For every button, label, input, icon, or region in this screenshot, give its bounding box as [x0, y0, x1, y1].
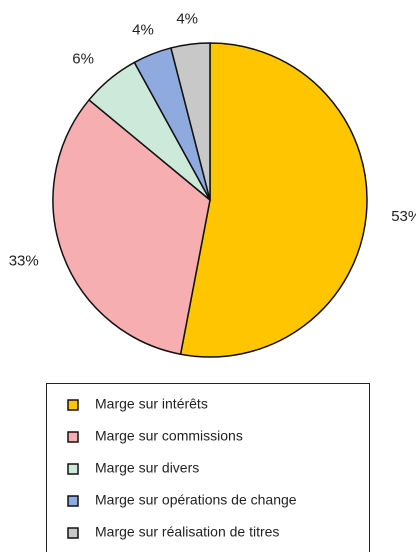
legend-label: Marge sur intérêts	[95, 396, 208, 412]
legend-label: Marge sur réalisation de titres	[95, 524, 279, 540]
legend-swatch	[67, 399, 79, 411]
data-label: 4%	[132, 22, 154, 39]
pie-slice	[170, 42, 211, 201]
legend-swatch	[67, 431, 79, 443]
data-label: 53%	[391, 208, 416, 225]
data-label: 6%	[72, 51, 94, 68]
data-label: 33%	[9, 253, 39, 270]
legend-swatch	[67, 527, 79, 539]
data-label: 4%	[176, 10, 198, 27]
legend-label: Marge sur opérations de change	[95, 492, 297, 508]
pie-slice	[52, 99, 211, 355]
legend-swatch	[67, 463, 79, 475]
legend-label: Marge sur commissions	[95, 428, 243, 444]
legend-label: Marge sur divers	[95, 460, 199, 476]
legend-swatch	[67, 495, 79, 507]
legend-box	[46, 383, 370, 552]
pie-slice	[179, 42, 368, 358]
